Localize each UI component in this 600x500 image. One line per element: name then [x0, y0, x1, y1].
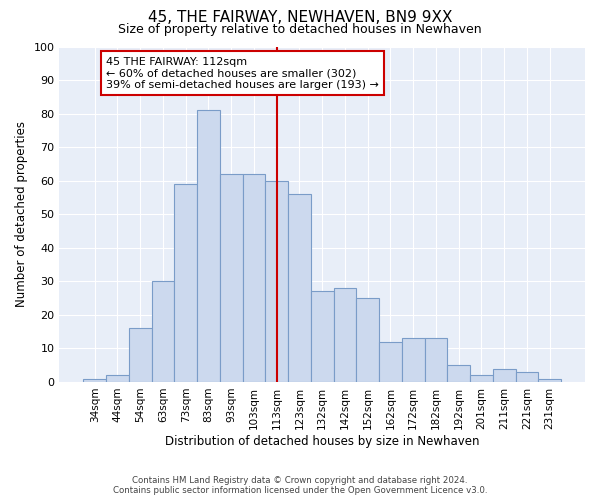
Bar — [197, 110, 220, 382]
Bar — [106, 375, 129, 382]
Bar — [129, 328, 152, 382]
Bar — [175, 184, 197, 382]
Bar — [515, 372, 538, 382]
Bar — [311, 292, 334, 382]
Bar — [493, 368, 515, 382]
Text: Contains HM Land Registry data © Crown copyright and database right 2024.
Contai: Contains HM Land Registry data © Crown c… — [113, 476, 487, 495]
Bar — [448, 365, 470, 382]
Text: 45 THE FAIRWAY: 112sqm
← 60% of detached houses are smaller (302)
39% of semi-de: 45 THE FAIRWAY: 112sqm ← 60% of detached… — [106, 56, 379, 90]
Bar — [220, 174, 242, 382]
Bar — [379, 342, 402, 382]
Text: 45, THE FAIRWAY, NEWHAVEN, BN9 9XX: 45, THE FAIRWAY, NEWHAVEN, BN9 9XX — [148, 10, 452, 25]
Bar — [288, 194, 311, 382]
Bar — [538, 378, 561, 382]
Bar — [265, 180, 288, 382]
Bar — [402, 338, 425, 382]
Bar — [356, 298, 379, 382]
Bar — [242, 174, 265, 382]
X-axis label: Distribution of detached houses by size in Newhaven: Distribution of detached houses by size … — [165, 434, 479, 448]
Bar — [470, 375, 493, 382]
Y-axis label: Number of detached properties: Number of detached properties — [15, 121, 28, 307]
Text: Size of property relative to detached houses in Newhaven: Size of property relative to detached ho… — [118, 22, 482, 36]
Bar — [152, 282, 175, 382]
Bar — [334, 288, 356, 382]
Bar — [425, 338, 448, 382]
Bar — [83, 378, 106, 382]
